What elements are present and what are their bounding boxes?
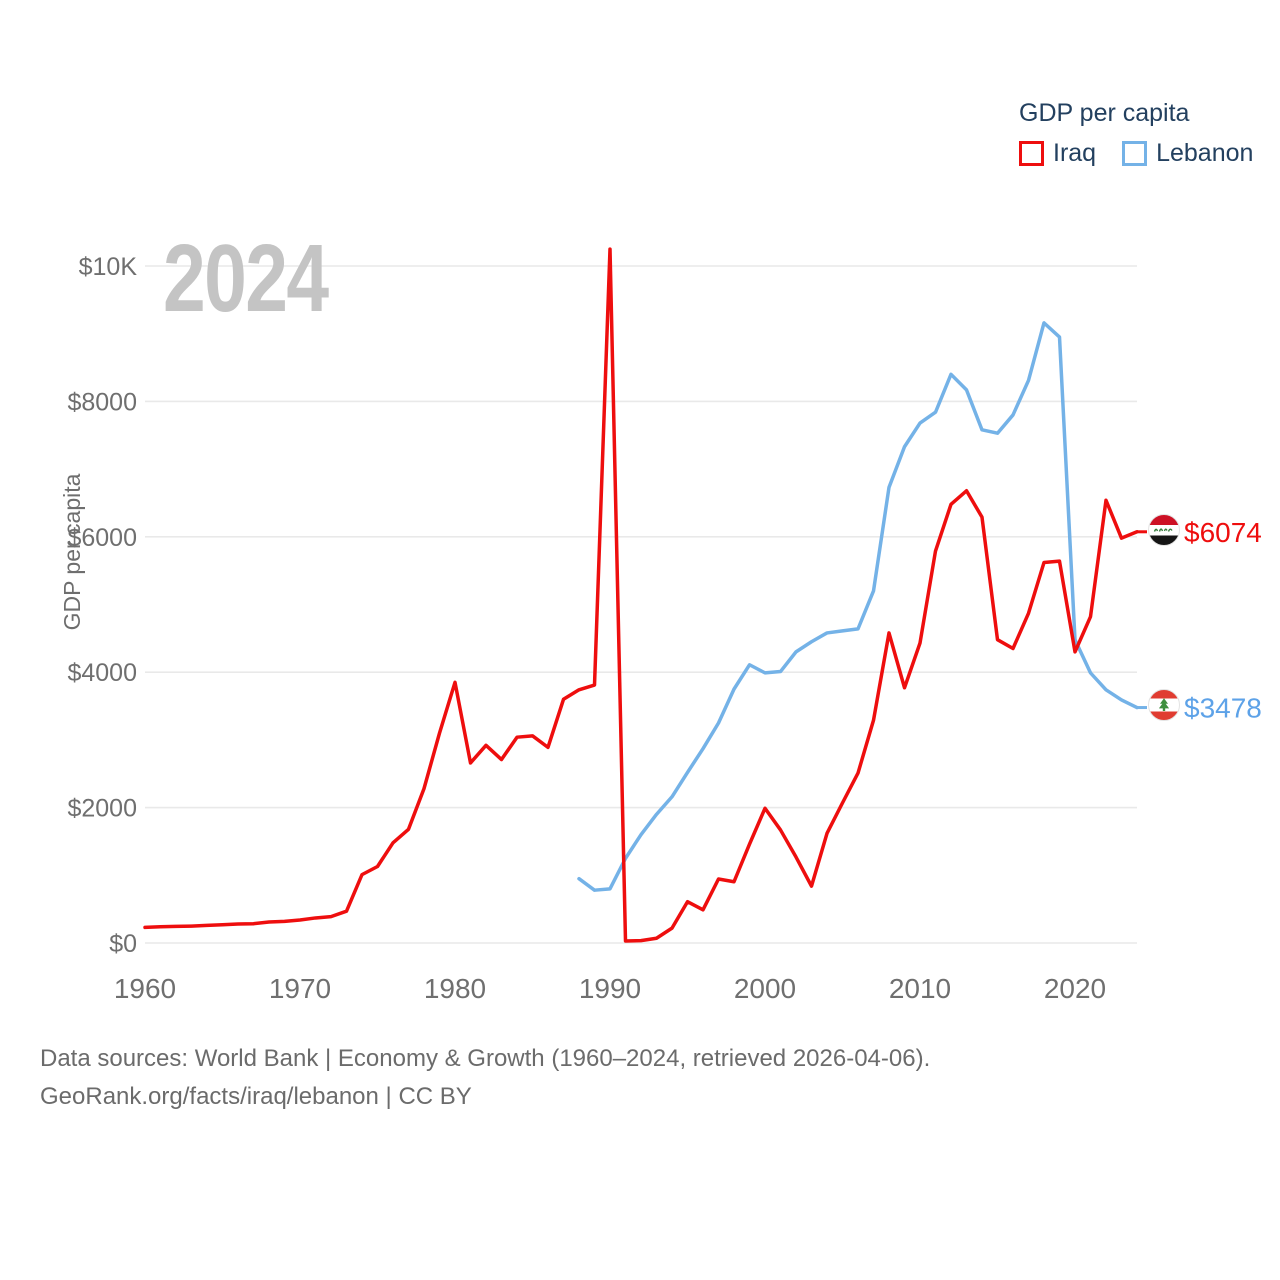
y-tick-label: $0 [109, 930, 137, 958]
y-axis-tick-labels: $0 $2000 $4000 $6000 $8000 $10K [67, 253, 137, 958]
iraq-swatch-icon [1019, 141, 1044, 166]
x-tick-label: 1990 [579, 973, 641, 1004]
end-value-label-lebanon: $3478 [1184, 693, 1262, 724]
end-value-annotations: $3478 $6074 [1137, 517, 1262, 724]
gridlines [145, 265, 1137, 944]
x-tick-label: 1980 [424, 973, 486, 1004]
attribution-footer: Data sources: World Bank | Economy & Gro… [40, 1040, 930, 1116]
watermark-year: 2024 [163, 225, 329, 332]
series-line-iraq[interactable] [143, 247, 1139, 943]
iraq-flag-icon [1148, 514, 1180, 546]
x-axis-tick-labels: 1960 1970 1980 1990 2000 2010 2020 [114, 973, 1106, 1004]
y-tick-label: $4000 [67, 659, 137, 687]
y-tick-label: $10K [79, 253, 138, 281]
legend-item-iraq[interactable]: Iraq [1019, 139, 1096, 168]
x-tick-label: 2020 [1044, 973, 1106, 1004]
legend-item-lebanon[interactable]: Lebanon [1122, 139, 1253, 168]
y-tick-label: $6000 [67, 524, 137, 552]
data-sources-line: Data sources: World Bank | Economy & Gro… [40, 1045, 931, 1072]
lebanon-swatch-icon [1122, 141, 1148, 166]
legend: GDP per capita Iraq Lebanon [1019, 99, 1253, 168]
lebanon-flag-icon [1148, 689, 1180, 721]
y-tick-label: $8000 [67, 388, 137, 416]
chart-canvas: 2024 GDP per capita $0 $2000 $4000 $6000 $80… [59, 225, 1262, 1004]
legend-items: Iraq Lebanon [1019, 139, 1253, 168]
legend-item-label: Lebanon [1156, 139, 1254, 167]
end-value-label-iraq: $6074 [1184, 517, 1262, 548]
legend-title: GDP per capita [1019, 99, 1190, 127]
series-line-lebanon[interactable] [577, 321, 1139, 892]
x-tick-label: 1960 [114, 973, 176, 1004]
y-tick-label: $2000 [67, 795, 137, 823]
legend-item-label: Iraq [1053, 139, 1097, 167]
source-url-line[interactable]: GeoRank.org/facts/iraq/lebanon | CC BY [40, 1083, 472, 1110]
x-tick-label: 2010 [889, 973, 951, 1004]
y-axis-title: GDP per capita [59, 473, 85, 630]
series-lines [143, 247, 1139, 943]
x-tick-label: 1970 [269, 973, 331, 1004]
x-tick-label: 2000 [734, 973, 796, 1004]
